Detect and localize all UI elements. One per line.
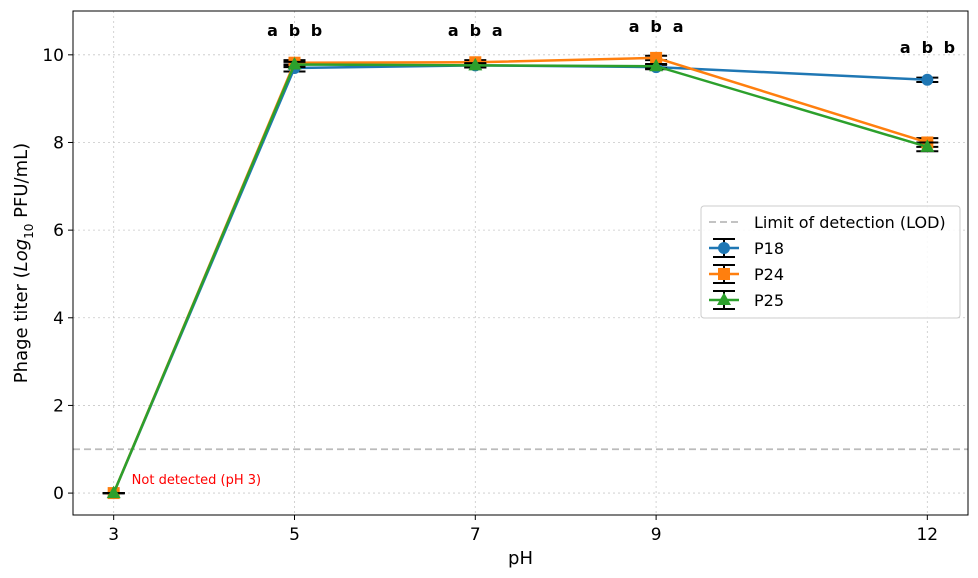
x-axis-ticks: 3 5 7 9 12: [108, 515, 938, 545]
data-point: [287, 56, 302, 70]
x-tick-label: 12: [916, 525, 938, 545]
significance-letter: a: [900, 38, 911, 57]
legend-marker: [717, 292, 731, 305]
y-axis-title: Phage titer (Log10 PFU/mL): [11, 143, 36, 383]
significance-letter: a: [448, 21, 459, 40]
legend-swatch-p24: [709, 264, 739, 284]
y-tick-label: 10: [42, 46, 64, 66]
significance-letter: b: [922, 38, 933, 57]
significance-letters: a b b a b a a b aa b b: [267, 17, 955, 57]
legend-marker: [718, 268, 730, 280]
significance-letter: b: [289, 21, 300, 40]
y-tick-label: 6: [53, 221, 64, 241]
x-tick-label: 9: [651, 525, 662, 545]
legend-label-p18: P18: [754, 239, 784, 258]
x-tick-label: 5: [289, 525, 300, 545]
legend-box: [700, 205, 961, 319]
y-axis-title-log: Log: [11, 239, 32, 271]
legend-swatch-p18: [709, 238, 739, 258]
significance-letter: a: [629, 17, 640, 36]
data-point: [920, 139, 935, 152]
significance-letter: a: [492, 21, 503, 40]
legend-label-lod: Limit of detection (LOD): [754, 213, 946, 232]
legend-marker: [718, 242, 730, 254]
significance-letter: b: [944, 38, 955, 57]
data-point: [468, 57, 483, 71]
y-axis-title-suffix: PFU/mL): [11, 143, 32, 224]
y-axis-ticks: 0 2 4 6 8 10: [42, 46, 73, 504]
plot-frame: [72, 10, 969, 516]
y-tick-label: 0: [53, 484, 64, 504]
data-point: [921, 73, 934, 86]
data-point: [106, 485, 121, 499]
significance-letter: b: [470, 21, 481, 40]
y-tick-label: 2: [53, 396, 64, 416]
significance-letter: a: [267, 21, 278, 40]
legend-label-p25: P25: [754, 291, 784, 310]
series-layer: [102, 51, 939, 500]
y-tick-label: 8: [53, 133, 64, 153]
y-axis-title-sub: 10: [22, 224, 36, 239]
y-tick-label: 4: [53, 309, 64, 329]
legend-label-p24: P24: [754, 265, 784, 284]
x-axis-title: pH: [508, 548, 533, 569]
data-point: [649, 58, 664, 72]
significance-letter: a: [673, 17, 684, 36]
legend: Limit of detection (LOD) P18 P24 P25: [700, 205, 961, 319]
data-point: [650, 51, 663, 64]
y-axis-title-prefix: Phage titer (: [11, 271, 32, 383]
legend-swatch-p25: [709, 290, 739, 310]
significance-letter: b: [311, 21, 322, 40]
significance-letter: b: [650, 17, 661, 36]
series-p25: [102, 56, 939, 499]
x-tick-label: 3: [108, 525, 119, 545]
not-detected-annotation: Not detected (pH 3): [132, 473, 261, 488]
x-tick-label: 7: [470, 525, 481, 545]
